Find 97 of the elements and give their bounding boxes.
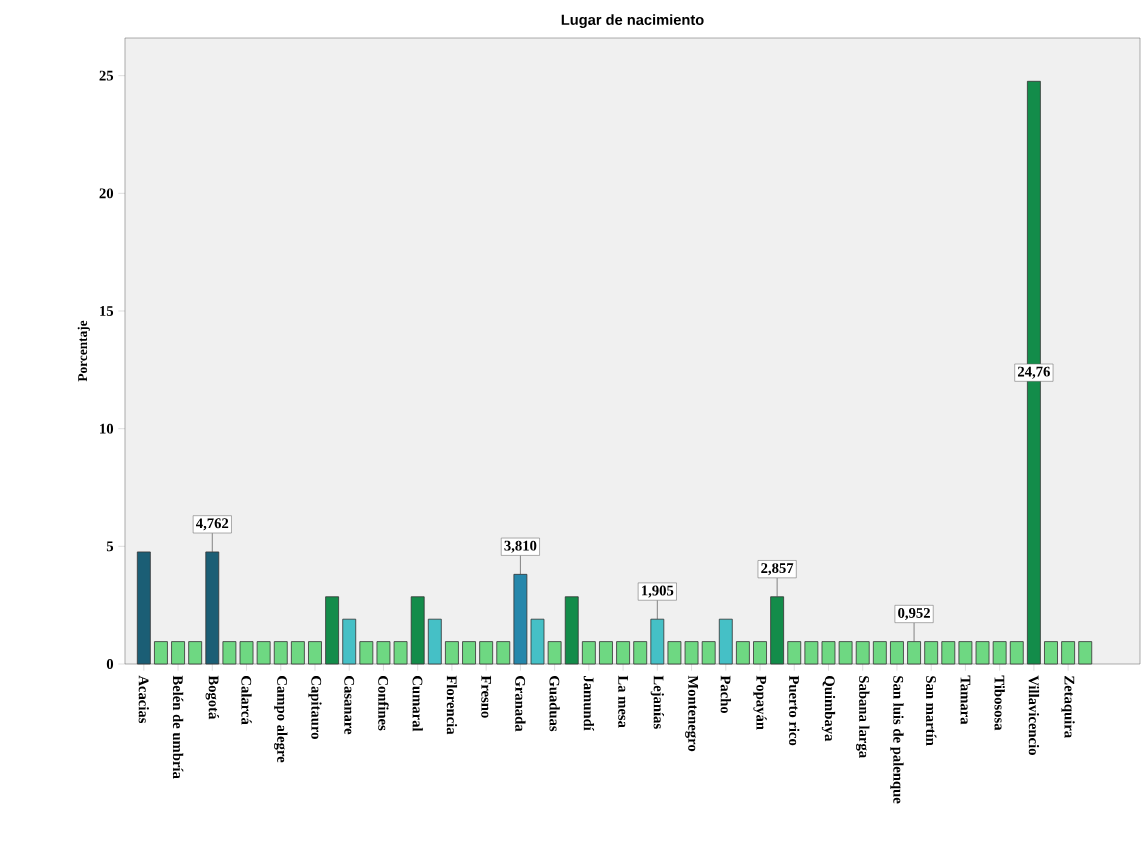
bar [171, 641, 185, 665]
bar [393, 641, 408, 665]
data-label: 0,952 [898, 607, 930, 621]
bar [633, 641, 648, 665]
x-tick-label: La mesa [618, 675, 628, 728]
y-tick-label: 25 [99, 70, 114, 81]
bar [718, 618, 733, 665]
x-tick-label: Casanare [344, 676, 355, 735]
bar [479, 641, 494, 665]
chart-title: Lugar de nacimiento [561, 14, 704, 28]
bar [941, 641, 956, 665]
x-tick-label: Tamara [960, 675, 971, 725]
bar [684, 641, 699, 665]
bar [410, 596, 425, 665]
bar [855, 641, 870, 665]
data-label: 1,905 [641, 585, 674, 598]
x-tick-label: Acacias [138, 675, 149, 724]
bar [205, 551, 220, 665]
data-label: 3,810 [504, 540, 537, 553]
x-tick-label: Pacho [720, 675, 731, 714]
y-tick-label: 10 [100, 423, 114, 434]
x-tick-label: Granada [515, 676, 526, 732]
bar [256, 641, 271, 665]
x-tick-label: Guaduas [549, 676, 560, 732]
x-tick-label: Bogotá [205, 675, 219, 720]
bar [616, 641, 630, 665]
bar [239, 641, 254, 665]
bar [1061, 641, 1076, 665]
bar [701, 641, 716, 665]
x-tick-label: Sabana larga [856, 676, 870, 758]
x-tick-label: Lejanías [650, 675, 664, 729]
bar [188, 641, 203, 665]
x-tick-label: Campo alegre [274, 676, 288, 763]
x-tick-label: Confines [378, 676, 389, 731]
bar [547, 641, 562, 665]
y-tick-label: 0 [106, 659, 114, 669]
x-tick-label: Jamundí [583, 676, 595, 731]
bar [787, 641, 802, 665]
x-tick-label: Calarcá [241, 676, 252, 725]
x-tick-label: Tibososa [994, 675, 1005, 731]
bar [650, 618, 665, 665]
x-tick-label: Belén de umbría [172, 675, 184, 779]
bar [838, 641, 853, 665]
bar [1044, 641, 1058, 665]
bar [325, 596, 340, 665]
x-tick-label: Montenegro [685, 675, 698, 752]
x-tick-label: Villavicencio [1028, 675, 1040, 755]
x-tick-label: Popayán [753, 675, 767, 730]
data-label: 24,76 [1017, 366, 1050, 379]
bar [564, 596, 579, 665]
bar [821, 641, 836, 665]
y-tick-label: 15 [100, 306, 114, 316]
bar [667, 641, 682, 665]
x-tick-label: Florencia [446, 675, 458, 735]
y-tick-label: 5 [106, 541, 114, 552]
bar [290, 641, 305, 665]
data-label: 4,762 [196, 518, 229, 531]
bar [1078, 641, 1093, 665]
x-tick-label: Quimbaya [821, 676, 836, 742]
bar [907, 641, 921, 665]
bar [1009, 641, 1024, 665]
bar [958, 641, 973, 665]
bar [753, 641, 767, 665]
bar [872, 641, 887, 665]
bar [496, 641, 511, 665]
x-tick-label: Cumaral [412, 676, 423, 732]
bar [530, 618, 545, 665]
y-tick-label: 20 [99, 188, 114, 199]
bar [975, 641, 990, 665]
bar [445, 641, 459, 665]
bar [376, 641, 391, 665]
x-tick-label: San luis de palenque [890, 676, 904, 804]
bar [804, 641, 819, 665]
bar [222, 641, 237, 665]
data-label: 2,857 [761, 563, 794, 576]
bar [136, 551, 151, 665]
bar [273, 641, 288, 665]
bar [308, 641, 322, 665]
bar [770, 596, 785, 665]
bar [462, 641, 476, 665]
bar [359, 641, 374, 665]
x-tick-label: Puerto rico [789, 675, 800, 746]
x-tick-label: Fresno [481, 675, 492, 718]
y-axis-title: Porcentaje [77, 320, 90, 382]
bar [890, 641, 904, 665]
bar [992, 641, 1007, 665]
bar [599, 641, 613, 665]
x-tick-label: Capitauro [308, 676, 322, 739]
bar [736, 641, 750, 665]
bar [342, 618, 357, 665]
bar [427, 618, 442, 665]
x-tick-label: San martín [926, 676, 937, 746]
bar [581, 641, 596, 665]
bar [924, 641, 939, 665]
x-tick-label: Zetaquira [1061, 676, 1075, 738]
bar [513, 573, 528, 665]
bar [154, 641, 168, 665]
